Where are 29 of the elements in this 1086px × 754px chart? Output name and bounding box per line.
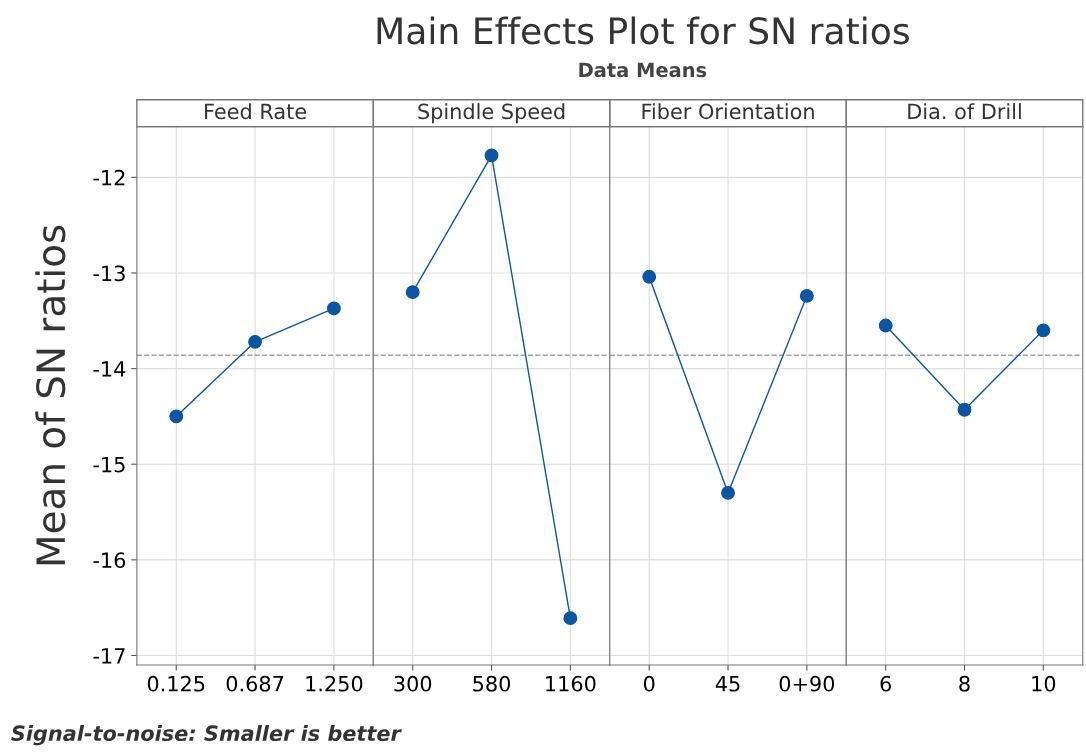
- x-tick-label: 45: [715, 676, 740, 692]
- x-tick-label: 1.250: [306, 675, 363, 692]
- x-tick-label: 8: [959, 675, 970, 692]
- x-tick-label: 1160: [546, 675, 596, 692]
- y-tick-label: -17: [93, 648, 125, 664]
- y-tick-label: -16: [93, 552, 126, 569]
- y-axis-title: Mean of SN ratios: [35, 225, 66, 565]
- x-tick-label: 0: [643, 675, 655, 692]
- x-tick-label: 0+90: [779, 675, 835, 692]
- x-tick-label: 10: [1032, 675, 1056, 692]
- point: [169, 409, 184, 424]
- y-tick-label: -12: [93, 169, 125, 186]
- x-tick-label: 6: [880, 675, 891, 692]
- x-axis-title: Feed Rate: [205, 103, 306, 120]
- x-axis-title: Fiber Orientation: [642, 103, 814, 120]
- x-tick-label: 300: [394, 675, 432, 692]
- point: [248, 334, 263, 349]
- x-tick-label: 580: [473, 675, 511, 692]
- y-tick-label: -14: [93, 361, 126, 377]
- y-tick-label: -13: [93, 265, 125, 282]
- x-axis-title: Spindle Speed: [418, 103, 565, 124]
- x-tick-label: 0.687: [226, 675, 284, 692]
- text: Signal-to-noise: Smaller is better: [11, 724, 402, 746]
- chart-subtitle: Data Means: [579, 62, 707, 78]
- x-tick-label: 0.125: [147, 675, 205, 692]
- x-axis-title: Dia. of Drill: [908, 103, 1021, 120]
- chart-title: Main Effects Plot for SN ratios: [377, 16, 909, 45]
- point: [326, 301, 341, 316]
- y-tick-label: -15: [93, 456, 125, 473]
